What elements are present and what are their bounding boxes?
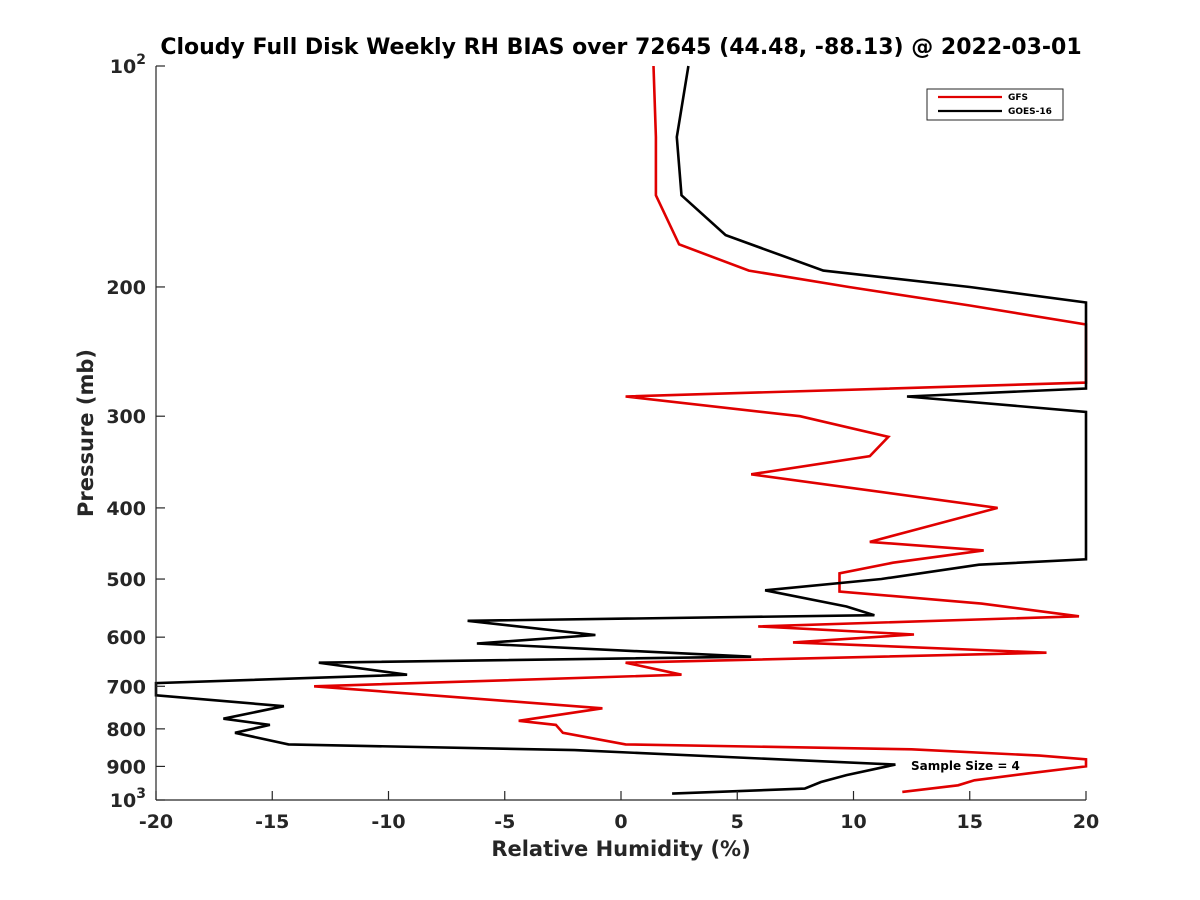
x-tick-label: 0 [614,811,627,833]
y-tick-label: 800 [106,719,146,741]
y-tick-label: 300 [106,406,146,428]
y-tick-label: 900 [106,756,146,778]
x-tick-label: 5 [731,811,744,833]
y-tick-label: 103 [110,786,146,812]
y-tick-label: 200 [106,277,146,299]
y-tick-label: 400 [106,498,146,520]
y-ticks: 102 200 300 400 500 600 700 800 900 103 [106,52,165,812]
series-layer [154,65,1088,795]
sample-size-annotation: Sample Size = 4 [911,759,1020,773]
y-axis-label: Pressure (mb) [74,349,98,517]
x-tick-label: -20 [139,811,173,833]
x-tick-label: -15 [255,811,289,833]
x-tick-label: -10 [371,811,405,833]
series-line-goes16 [154,65,1088,795]
y-tick-label: 102 [110,52,146,78]
y-tick-label: 700 [106,676,146,698]
plot-background [156,66,1086,800]
legend: GFS GOES-16 [926,88,1064,121]
chart-title: Cloudy Full Disk Weekly RH BIAS over 726… [160,35,1081,60]
x-ticks: -20 -15 -10 -5 0 5 10 15 20 [139,791,1099,833]
plot-area [156,66,1086,800]
legend-label-goes16: GOES-16 [1008,107,1052,117]
legend-box [926,88,1064,121]
x-tick-label: 15 [957,811,983,833]
legend-label-gfs: GFS [1008,93,1028,103]
x-axis-label: Relative Humidity (%) [491,837,750,861]
y-tick-label: 500 [106,569,146,591]
y-tick-label: 600 [106,627,146,649]
x-tick-label: 10 [840,811,866,833]
x-tick-label: -5 [494,811,515,833]
x-tick-label: 20 [1073,811,1099,833]
